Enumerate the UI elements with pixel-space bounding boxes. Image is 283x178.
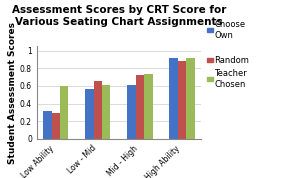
Text: Random: Random: [215, 56, 249, 65]
Bar: [102, 85, 110, 139]
Bar: [186, 58, 195, 139]
Text: Assessment Scores by CRT Score for
Various Seating Chart Assignments: Assessment Scores by CRT Score for Vario…: [12, 5, 226, 27]
Text: Teacher
Chosen: Teacher Chosen: [215, 69, 247, 89]
Text: Choose
Own: Choose Own: [215, 20, 246, 40]
Bar: [178, 61, 186, 139]
Bar: [144, 74, 153, 139]
Bar: [85, 89, 94, 139]
Y-axis label: Student Assessment Scores: Student Assessment Scores: [8, 22, 17, 164]
Bar: [43, 111, 52, 139]
Bar: [136, 75, 144, 139]
Bar: [60, 86, 68, 139]
Bar: [127, 85, 136, 139]
Bar: [94, 81, 102, 139]
Bar: [52, 113, 60, 139]
Bar: [169, 58, 178, 139]
